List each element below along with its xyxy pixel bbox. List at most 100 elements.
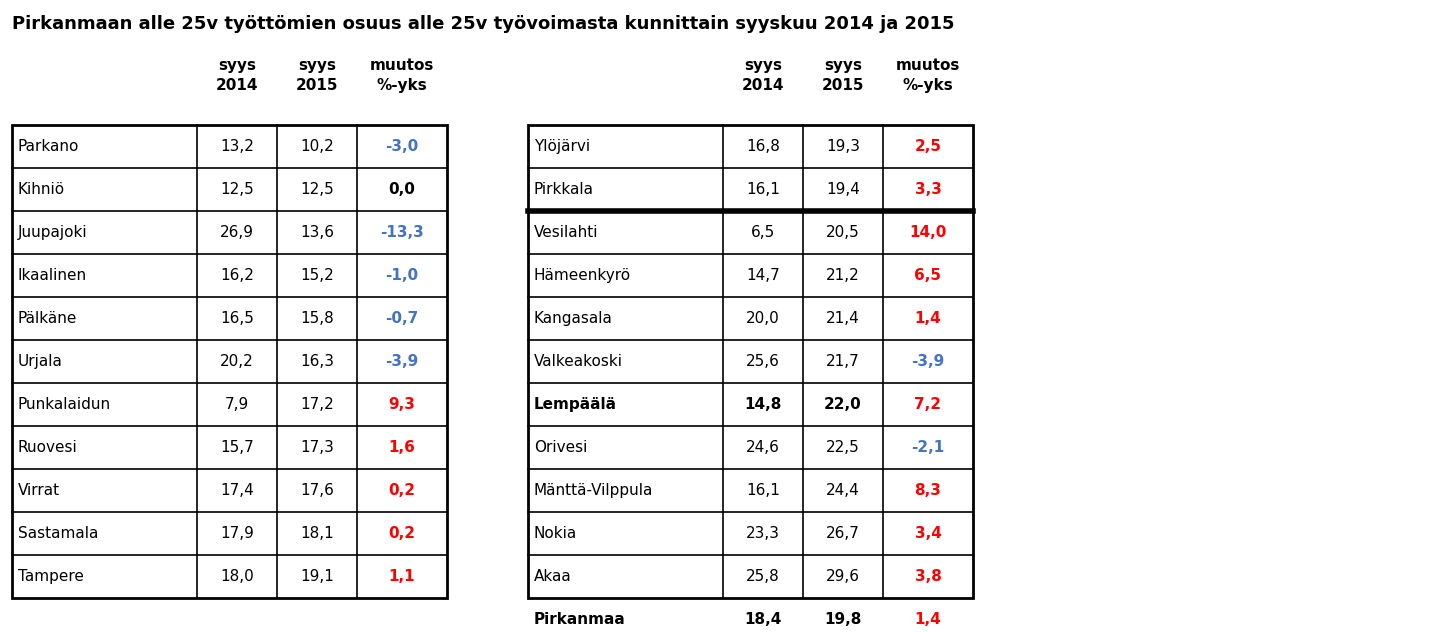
Text: Hämeenkyrö: Hämeenkyrö <box>535 268 631 283</box>
Text: 20,2: 20,2 <box>221 354 254 369</box>
Text: 22,5: 22,5 <box>827 440 860 455</box>
Text: 16,5: 16,5 <box>221 311 254 326</box>
Text: -3,0: -3,0 <box>385 139 418 154</box>
Text: Mänttä-Vilppula: Mänttä-Vilppula <box>535 483 653 498</box>
Text: 16,1: 16,1 <box>747 182 780 197</box>
Text: 2015: 2015 <box>295 78 338 93</box>
Text: 3,4: 3,4 <box>914 526 941 541</box>
Text: -13,3: -13,3 <box>380 225 424 240</box>
Text: 16,3: 16,3 <box>299 354 334 369</box>
Text: 21,7: 21,7 <box>827 354 860 369</box>
Text: -1,0: -1,0 <box>385 268 418 283</box>
Text: 19,8: 19,8 <box>824 612 861 627</box>
Text: syys: syys <box>218 58 257 73</box>
Text: 16,8: 16,8 <box>747 139 780 154</box>
Text: 3,3: 3,3 <box>914 182 941 197</box>
Text: 6,5: 6,5 <box>914 268 941 283</box>
Text: Pirkanmaan alle 25v työttömien osuus alle 25v työvoimasta kunnittain syyskuu 201: Pirkanmaan alle 25v työttömien osuus all… <box>11 15 954 33</box>
Text: Pirkanmaa: Pirkanmaa <box>535 612 626 627</box>
Text: Ylöjärvi: Ylöjärvi <box>535 139 590 154</box>
Text: 18,1: 18,1 <box>299 526 334 541</box>
Text: 1,4: 1,4 <box>914 311 941 326</box>
Text: 14,7: 14,7 <box>747 268 780 283</box>
Text: Virrat: Virrat <box>19 483 60 498</box>
Text: Orivesi: Orivesi <box>535 440 588 455</box>
Text: 19,4: 19,4 <box>825 182 860 197</box>
Text: 1,1: 1,1 <box>388 569 416 584</box>
Text: Pälkäne: Pälkäne <box>19 311 77 326</box>
Text: Sastamala: Sastamala <box>19 526 99 541</box>
Text: 17,6: 17,6 <box>299 483 334 498</box>
Text: 21,4: 21,4 <box>827 311 860 326</box>
Text: 0,0: 0,0 <box>388 182 416 197</box>
Text: 18,0: 18,0 <box>221 569 254 584</box>
Text: Urjala: Urjala <box>19 354 63 369</box>
Text: 7,2: 7,2 <box>914 397 941 412</box>
Text: Lempäälä: Lempäälä <box>535 397 618 412</box>
Text: 6,5: 6,5 <box>751 225 775 240</box>
Text: Pirkkala: Pirkkala <box>535 182 595 197</box>
Text: 12,5: 12,5 <box>299 182 334 197</box>
Text: Kihniö: Kihniö <box>19 182 64 197</box>
Text: muutos: muutos <box>370 58 434 73</box>
Text: 23,3: 23,3 <box>747 526 780 541</box>
Text: 14,8: 14,8 <box>744 397 781 412</box>
Text: 21,2: 21,2 <box>827 268 860 283</box>
Text: 9,3: 9,3 <box>388 397 416 412</box>
Text: 15,8: 15,8 <box>299 311 334 326</box>
Text: 16,2: 16,2 <box>221 268 254 283</box>
Text: 8,3: 8,3 <box>914 483 941 498</box>
Text: 3,8: 3,8 <box>914 569 941 584</box>
Bar <box>11 125 447 598</box>
Text: 17,9: 17,9 <box>221 526 254 541</box>
Bar <box>527 125 973 598</box>
Text: Valkeakoski: Valkeakoski <box>535 354 623 369</box>
Text: -3,9: -3,9 <box>385 354 418 369</box>
Text: Juupajoki: Juupajoki <box>19 225 87 240</box>
Text: 26,9: 26,9 <box>221 225 254 240</box>
Text: 19,1: 19,1 <box>299 569 334 584</box>
Text: 0,2: 0,2 <box>388 526 416 541</box>
Text: 12,5: 12,5 <box>221 182 254 197</box>
Text: 1,4: 1,4 <box>914 612 941 627</box>
Text: Tampere: Tampere <box>19 569 85 584</box>
Text: 2,5: 2,5 <box>914 139 941 154</box>
Text: Nokia: Nokia <box>535 526 577 541</box>
Text: syys: syys <box>744 58 782 73</box>
Text: 13,6: 13,6 <box>299 225 334 240</box>
Text: syys: syys <box>298 58 335 73</box>
Text: 26,7: 26,7 <box>825 526 860 541</box>
Text: 1,6: 1,6 <box>388 440 416 455</box>
Text: 25,6: 25,6 <box>747 354 780 369</box>
Text: muutos: muutos <box>896 58 960 73</box>
Text: 15,2: 15,2 <box>299 268 334 283</box>
Text: syys: syys <box>824 58 863 73</box>
Text: 20,5: 20,5 <box>827 225 860 240</box>
Text: Ruovesi: Ruovesi <box>19 440 77 455</box>
Text: 2015: 2015 <box>821 78 864 93</box>
Text: Parkano: Parkano <box>19 139 79 154</box>
Text: 2014: 2014 <box>216 78 258 93</box>
Text: 17,2: 17,2 <box>299 397 334 412</box>
Text: 24,6: 24,6 <box>747 440 780 455</box>
Text: 13,2: 13,2 <box>221 139 254 154</box>
Text: 17,3: 17,3 <box>299 440 334 455</box>
Text: 24,4: 24,4 <box>827 483 860 498</box>
Text: Vesilahti: Vesilahti <box>535 225 599 240</box>
Text: 20,0: 20,0 <box>747 311 780 326</box>
Text: 18,4: 18,4 <box>744 612 781 627</box>
Text: %-yks: %-yks <box>903 78 953 93</box>
Text: 15,7: 15,7 <box>221 440 254 455</box>
Text: -2,1: -2,1 <box>911 440 944 455</box>
Text: 17,4: 17,4 <box>221 483 254 498</box>
Text: 29,6: 29,6 <box>825 569 860 584</box>
Text: 10,2: 10,2 <box>299 139 334 154</box>
Text: 25,8: 25,8 <box>747 569 780 584</box>
Text: Punkalaidun: Punkalaidun <box>19 397 112 412</box>
Text: Akaa: Akaa <box>535 569 572 584</box>
Text: 2014: 2014 <box>742 78 784 93</box>
Text: Ikaalinen: Ikaalinen <box>19 268 87 283</box>
Text: 22,0: 22,0 <box>824 397 861 412</box>
Text: -3,9: -3,9 <box>911 354 944 369</box>
Text: Kangasala: Kangasala <box>535 311 613 326</box>
